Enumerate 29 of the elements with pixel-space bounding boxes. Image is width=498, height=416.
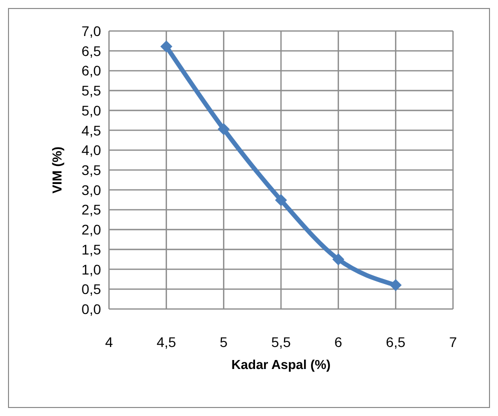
y-tick-label: 3,5 <box>82 162 102 178</box>
y-tick-label: 2,5 <box>82 202 102 218</box>
x-tick-label: 5,5 <box>271 334 291 350</box>
x-tick-label: 6 <box>334 334 342 350</box>
y-tick-label: 5,0 <box>82 102 102 118</box>
y-tick-label: 7,0 <box>82 22 102 39</box>
point <box>160 40 172 52</box>
point <box>275 194 287 206</box>
y-tick-label: 0,5 <box>82 281 102 298</box>
y-tick-label: 1,5 <box>82 241 102 258</box>
y-tick-label: 4,0 <box>82 142 102 158</box>
y-tick-label: 6,0 <box>82 62 102 79</box>
y-tick-label: 5,5 <box>82 82 102 99</box>
y-tick-label: 3,0 <box>82 182 102 198</box>
point <box>332 253 344 266</box>
y-tick-label: 2,0 <box>82 222 102 238</box>
y-tick-label: 4,5 <box>82 122 102 138</box>
x-tick-label: 5 <box>220 334 228 350</box>
x-tick-label: 4,5 <box>156 334 176 350</box>
x-axis-title: Kadar Aspal (%) <box>231 357 331 372</box>
y-tick-label: 1,0 <box>82 261 102 278</box>
point <box>218 123 230 136</box>
x-tick-label: 6,5 <box>386 334 406 350</box>
point <box>390 279 402 292</box>
y-tick-label: 0,0 <box>82 300 102 317</box>
y-tick-label: 6,5 <box>82 42 102 59</box>
y-axis-title: VIM (%) <box>50 146 65 194</box>
x-tick-label: 7 <box>449 334 458 350</box>
x-tick-label: 4 <box>105 334 114 350</box>
